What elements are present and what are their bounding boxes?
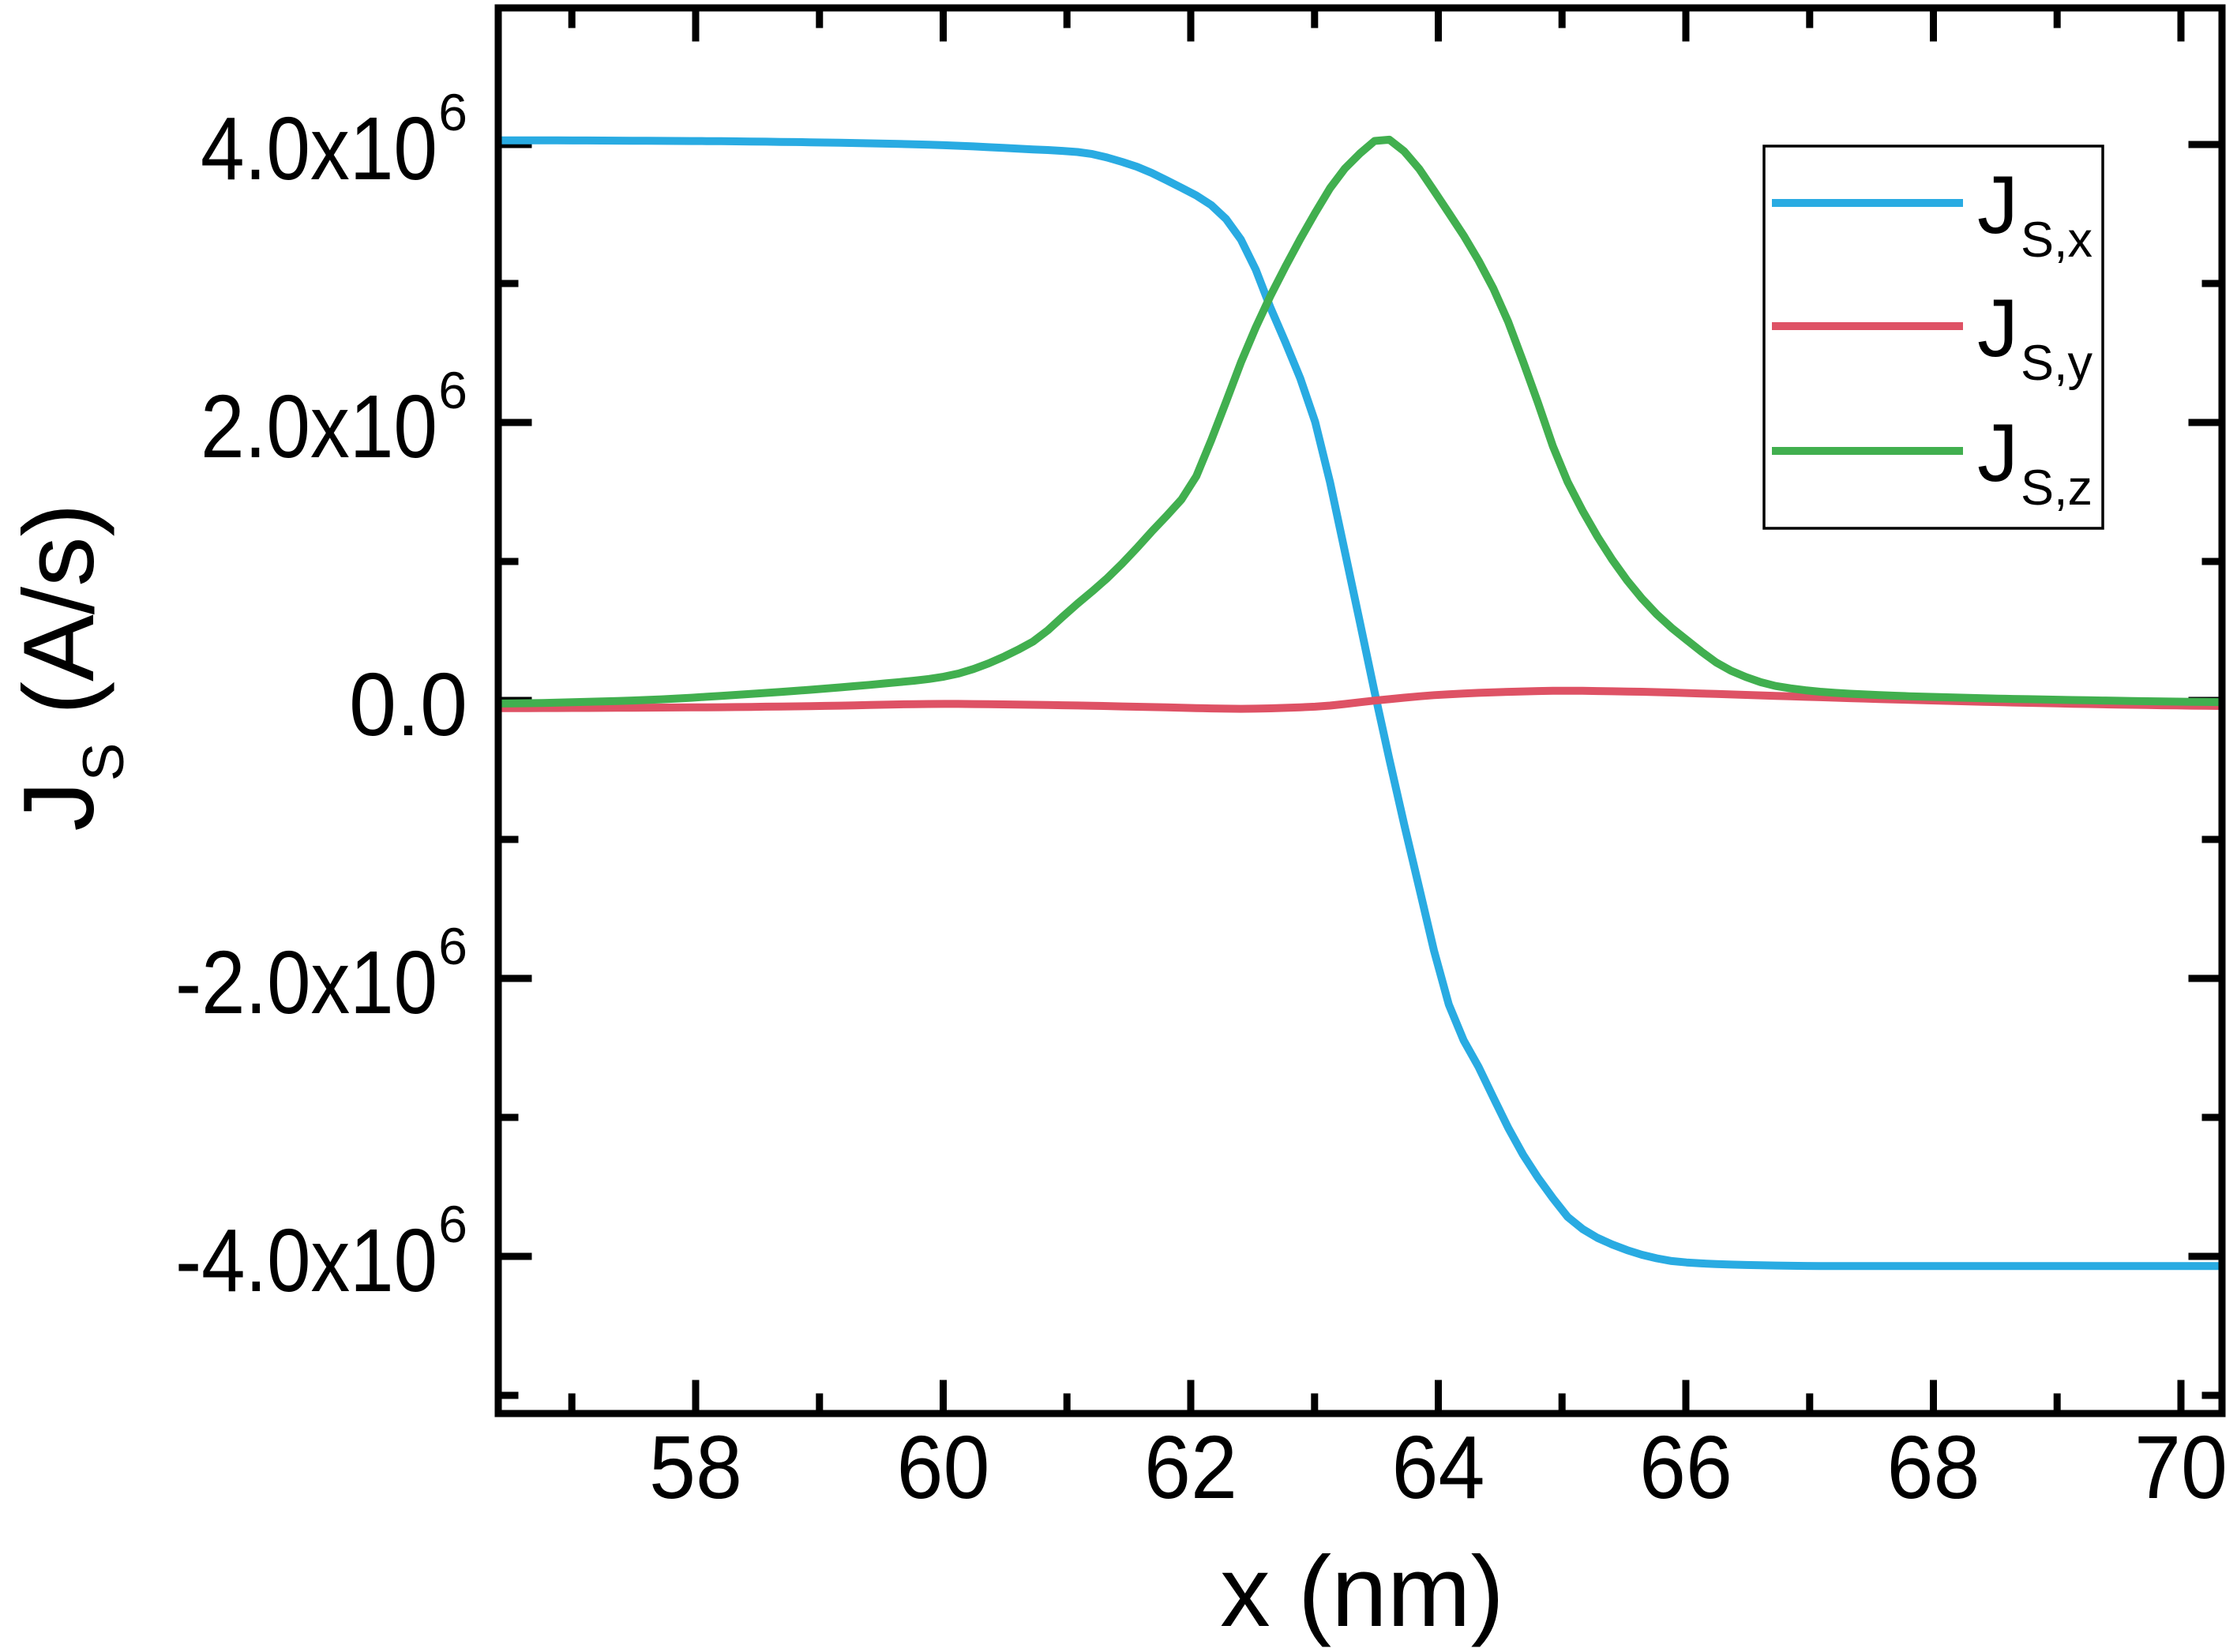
- svg-text:S,z: S,z: [2021, 460, 2092, 516]
- svg-text:0.0: 0.0: [349, 655, 467, 754]
- svg-text:64: 64: [1392, 1417, 1485, 1517]
- svg-text:J: J: [1977, 407, 2018, 499]
- svg-text:-4.0x10: -4.0x10: [175, 1211, 437, 1310]
- svg-text:60: 60: [897, 1417, 990, 1517]
- svg-text:6: 6: [438, 917, 467, 975]
- svg-text:2.0x10: 2.0x10: [201, 377, 437, 476]
- svg-text:68: 68: [1887, 1417, 1980, 1517]
- svg-text:6: 6: [438, 1195, 467, 1253]
- svg-text:S,y: S,y: [2021, 336, 2093, 391]
- svg-text:6: 6: [438, 361, 467, 419]
- svg-text:J: J: [1977, 160, 2018, 251]
- svg-text:J: J: [1977, 283, 2018, 374]
- svg-text:-2.0x10: -2.0x10: [175, 933, 437, 1032]
- svg-text:66: 66: [1639, 1417, 1732, 1517]
- svg-text:62: 62: [1144, 1417, 1237, 1517]
- svg-text:58: 58: [649, 1417, 742, 1517]
- svg-text:x (nm): x (nm): [1220, 1535, 1504, 1647]
- svg-text:4.0x10: 4.0x10: [201, 99, 437, 198]
- svg-text:S,x: S,x: [2021, 212, 2092, 268]
- svg-text:6: 6: [438, 83, 467, 141]
- svg-text:70: 70: [2134, 1417, 2228, 1517]
